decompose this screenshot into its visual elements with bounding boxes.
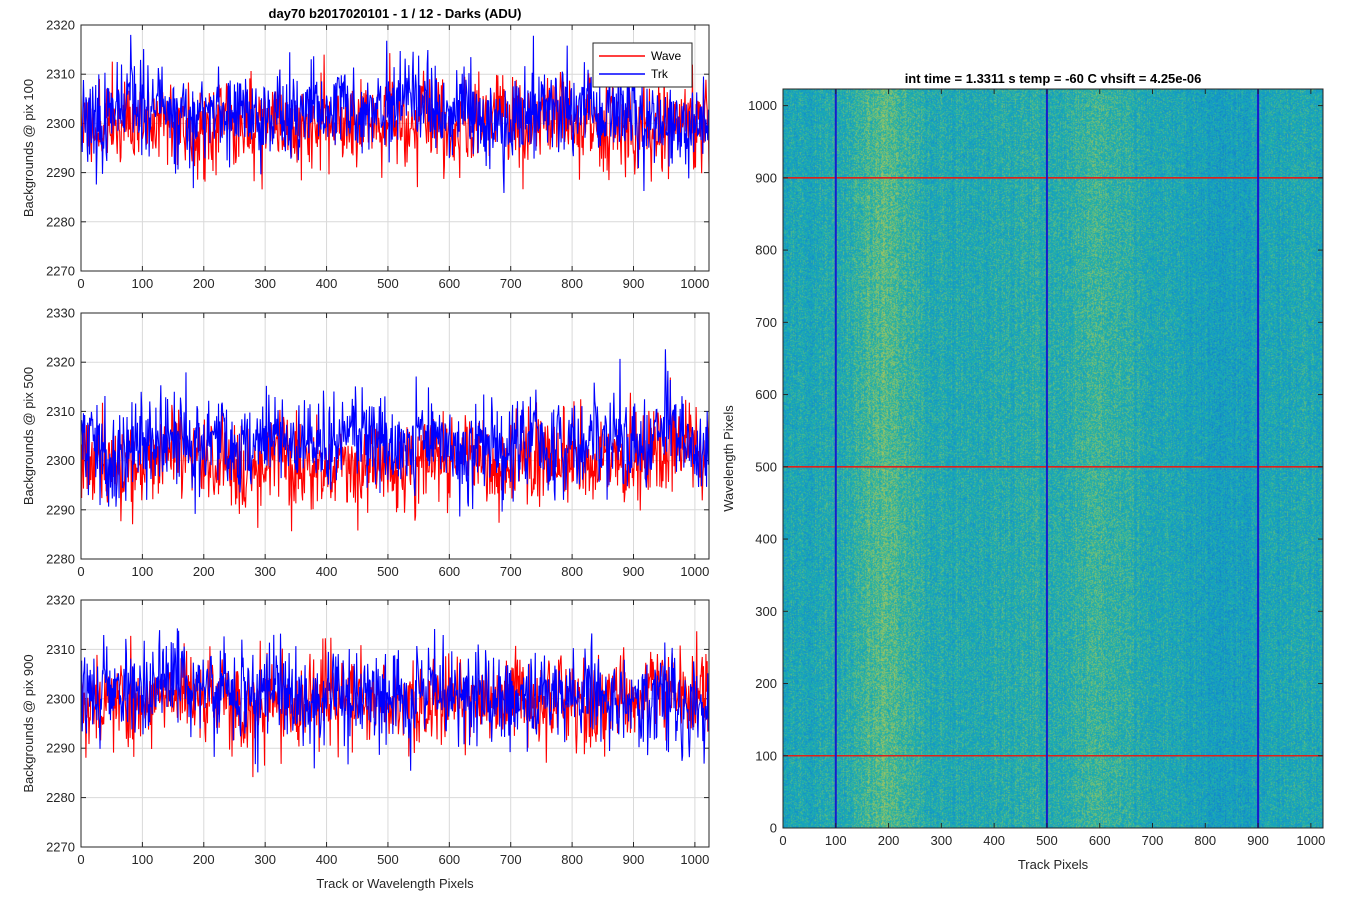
y-tick-label: 2280 — [46, 552, 75, 567]
y-tick-label: 2270 — [46, 264, 75, 279]
axes-3-xlabel: Track Pixels — [1018, 857, 1089, 872]
y-tick-label: 2290 — [46, 502, 75, 517]
x-tick-label: 600 — [438, 852, 460, 867]
legend: Wave Trk — [592, 42, 693, 88]
y-tick-label: 200 — [755, 676, 777, 691]
x-tick-label: 900 — [623, 564, 645, 579]
y-tick-label: 2290 — [46, 165, 75, 180]
plots-layer: 0 100 200 300 400 500 600 700 800 900 100022702280… — [21, 18, 1325, 892]
x-tick-label: 600 — [1089, 833, 1111, 848]
y-tick-label: 2310 — [46, 642, 75, 657]
x-tick-label: 600 — [438, 276, 460, 291]
x-tick-label: 100 — [825, 833, 847, 848]
x-tick-label: 700 — [500, 276, 522, 291]
y-tick-label: 800 — [755, 243, 777, 258]
x-tick-label: 500 — [377, 852, 399, 867]
series-trk-line — [81, 628, 709, 773]
axes-2-frame — [80, 599, 710, 848]
x-tick-label: 200 — [193, 852, 215, 867]
x-tick-label: 300 — [931, 833, 953, 848]
y-tick-label: 2280 — [46, 790, 75, 805]
x-tick-label: 800 — [561, 852, 583, 867]
axes-0-ylabel: Backgrounds @ pix 100 — [21, 79, 36, 217]
x-tick-label: 100 — [132, 852, 154, 867]
y-tick-label: 2300 — [46, 453, 75, 468]
x-tick-label: 500 — [377, 276, 399, 291]
x-tick-label: 600 — [438, 564, 460, 579]
y-tick-label: 900 — [755, 170, 777, 185]
x-tick-label: 300 — [254, 564, 276, 579]
x-tick-label: 800 — [1194, 833, 1216, 848]
axes-3-title: int time = 1.3311 s temp = -60 C vhsift … — [905, 71, 1202, 86]
axes-2-background — [81, 600, 709, 847]
axes-3-ylabel: Wavelength Pixels — [721, 405, 736, 512]
x-tick-label: 200 — [193, 564, 215, 579]
series-wave-line — [81, 53, 709, 190]
legend-label-trk: Trk — [651, 67, 669, 81]
axes-1-ticks: 0 100 200 300 400 500 600 700 800 900 1000 2280 2290… — [46, 306, 709, 580]
x-tick-label: 500 — [377, 564, 399, 579]
axes-3-ticks: 0 100 200 300 400 500 600 700 800 900 1000 0 100 200 3… — [748, 89, 1325, 848]
x-tick-label: 300 — [254, 276, 276, 291]
x-tick-label: 0 — [779, 833, 786, 848]
x-tick-label: 300 — [254, 852, 276, 867]
x-tick-label: 1000 — [680, 276, 709, 291]
x-tick-label: 900 — [623, 276, 645, 291]
y-tick-label: 2310 — [46, 67, 75, 82]
y-tick-label: 500 — [755, 459, 777, 474]
x-tick-label: 0 — [77, 564, 84, 579]
x-tick-label: 400 — [316, 276, 338, 291]
x-tick-label: 1000 — [680, 564, 709, 579]
axes-0-frame — [80, 24, 710, 272]
y-tick-label: 2270 — [46, 840, 75, 855]
y-tick-label: 100 — [755, 748, 777, 763]
axes-3-frame — [782, 88, 1324, 829]
axes-1-frame — [80, 312, 710, 560]
y-tick-label: 2320 — [46, 593, 75, 608]
x-tick-label: 800 — [561, 276, 583, 291]
y-tick-label: 2300 — [46, 691, 75, 706]
x-tick-label: 200 — [193, 276, 215, 291]
y-tick-label: 2290 — [46, 741, 75, 756]
y-tick-label: 0 — [770, 821, 777, 836]
x-tick-label: 1000 — [680, 852, 709, 867]
axes-2-xlabel: Track or Wavelength Pixels — [316, 876, 474, 891]
x-tick-label: 700 — [1142, 833, 1164, 848]
y-tick-label: 2310 — [46, 404, 75, 419]
y-tick-label: 1000 — [748, 98, 777, 113]
legend-box — [592, 42, 693, 88]
x-tick-label: 800 — [561, 564, 583, 579]
axes-2-ylabel: Backgrounds @ pix 900 — [21, 654, 36, 792]
series-trk-line — [81, 349, 709, 517]
heatmap-image — [783, 89, 1323, 828]
x-tick-label: 900 — [623, 852, 645, 867]
x-tick-label: 700 — [500, 852, 522, 867]
y-tick-label: 400 — [755, 532, 777, 547]
x-tick-label: 900 — [1247, 833, 1269, 848]
y-tick-label: 300 — [755, 604, 777, 619]
x-tick-label: 100 — [132, 564, 154, 579]
x-tick-label: 100 — [132, 276, 154, 291]
x-tick-label: 0 — [77, 852, 84, 867]
figure-title: day70 b2017020101 - 1 / 12 - Darks (ADU) — [269, 6, 522, 21]
x-tick-label: 400 — [316, 852, 338, 867]
x-tick-label: 200 — [878, 833, 900, 848]
y-tick-label: 2320 — [46, 18, 75, 33]
y-tick-label: 600 — [755, 387, 777, 402]
x-tick-label: 1000 — [1296, 833, 1325, 848]
x-tick-label: 700 — [500, 564, 522, 579]
x-tick-label: 400 — [983, 833, 1005, 848]
series-trk-line — [81, 34, 709, 193]
x-tick-label: 500 — [1036, 833, 1058, 848]
x-tick-label: 0 — [77, 276, 84, 291]
axes-1-ylabel: Backgrounds @ pix 500 — [21, 367, 36, 505]
y-tick-label: 2320 — [46, 355, 75, 370]
x-tick-label: 400 — [316, 564, 338, 579]
y-tick-label: 2280 — [46, 214, 75, 229]
y-tick-label: 2300 — [46, 116, 75, 131]
legend-label-wave: Wave — [651, 49, 682, 63]
y-tick-label: 700 — [755, 315, 777, 330]
y-tick-label: 2330 — [46, 306, 75, 321]
